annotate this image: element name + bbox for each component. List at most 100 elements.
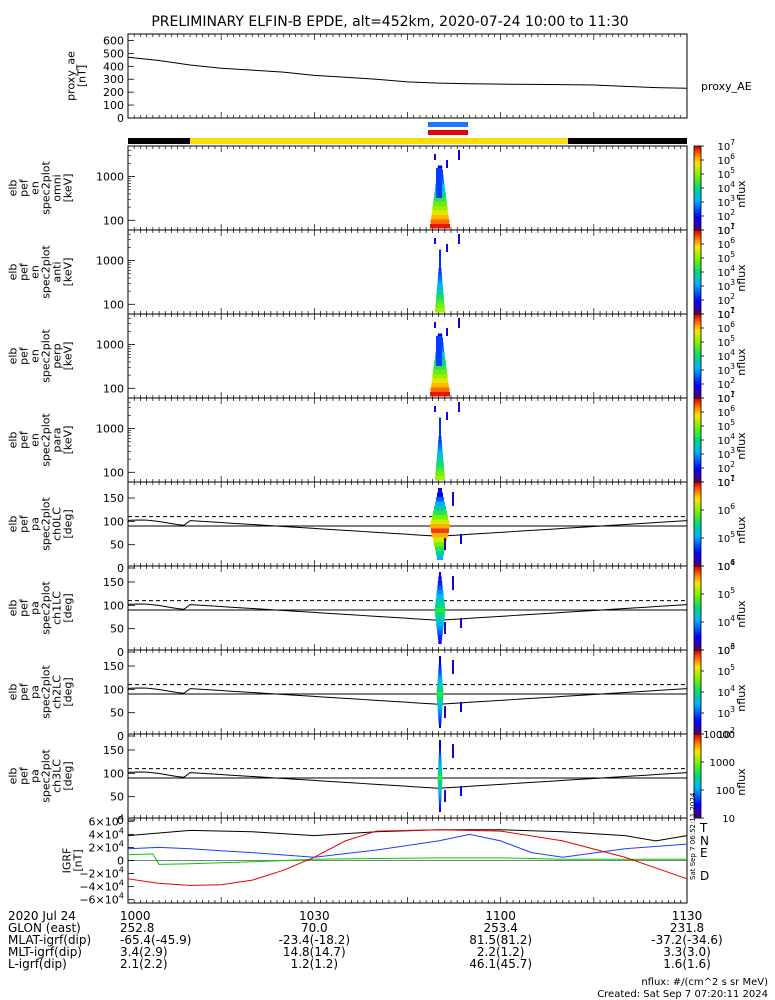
panel-ch3LC-colorbar-color-step [694, 748, 701, 750]
panel-ch0LC-colorbar-color-step [694, 490, 701, 493]
panel-ch0LC-colorbar-color-step [694, 489, 701, 491]
panel-ch1LC-colorbar-color-step [694, 577, 701, 580]
panel-ch0LC-colorbar-color-step [694, 560, 701, 563]
panel-perp-colorbar-color-step [694, 314, 701, 316]
footer-value: 3.3(3.0) [663, 945, 711, 959]
footer-row-label: 2020 Jul 24 [8, 909, 76, 923]
panel-perp-cell [458, 318, 460, 328]
panel-perp-colorbar-color-step [694, 340, 701, 343]
panel-para-cell [437, 444, 443, 449]
panel-ch0LC-colorbar-color-step [694, 501, 701, 504]
panel-ch3LC-cell [437, 771, 443, 776]
panel-anti-cell [437, 285, 443, 290]
panel-ch2LC-colorbar-color-step [694, 721, 701, 724]
panel-para-colorbar-color-step [694, 477, 701, 480]
panel-para-ylabel-line: para [51, 428, 64, 453]
panel-anti-colorbar-color-step [694, 260, 701, 263]
panel-omni-frame [127, 145, 688, 231]
panel-para-colorbar-color-step [694, 406, 701, 409]
panel-para-ytick-label: 1000 [96, 423, 124, 436]
panel-ch1LC-colorbar-color-step [694, 615, 701, 617]
panel-ch2LC-colorbar-color-step [694, 689, 701, 692]
panel-ch1LC-colorbar-color-step [694, 634, 701, 637]
panel-anti-colorbar-color-step [694, 255, 701, 258]
panel-ch2LC-colorbar-color-step [694, 662, 701, 665]
panel-omni-ylabel-line: elb [7, 180, 20, 197]
panel-ch0LC-cell [444, 538, 446, 550]
panel-ch2LC-colorbar-color-step [694, 731, 701, 734]
panel-anti-colorbar-color-step [694, 274, 701, 277]
panel-ch3LC-colorbar-color-step [694, 757, 701, 760]
panel-ch2LC-cell [436, 692, 444, 697]
panel-igrf-ylabel: IGRF[nT] [61, 848, 85, 874]
panel-ch2LC-colorbar-color-step [694, 652, 701, 655]
panel-perp-cell [434, 322, 436, 328]
panel-ch0LC-colorbar-color-step [694, 494, 701, 497]
panel-ch1LC-colorbar-color-step [694, 594, 701, 596]
panel-ch0LC-colorbar-color-step [694, 553, 701, 556]
panel-ch1LC-frame [127, 565, 688, 651]
panel-para-colorbar-color-step [694, 410, 701, 413]
panel-para-colorbar-color-step [694, 480, 701, 483]
panel-ch2LC-cell [438, 660, 442, 665]
panel-ch2LC-colorbar-color-step [694, 683, 701, 686]
panel-para-colorbar-color-step [694, 438, 701, 441]
panel-anti-colorbar-color-step [694, 281, 701, 284]
panel-ch0LC-colorbar-color-step [694, 512, 701, 515]
panel-ch2LC-colorbar-color-step [694, 729, 701, 732]
panel-perp-colorbar-color-step [694, 325, 701, 328]
panel-ch1LC-cell [435, 603, 445, 608]
panel-ch3LC-colorbar-color-step [694, 759, 701, 762]
panel-para-cell [436, 458, 444, 463]
panel-omni-colorbar-color-step [694, 218, 701, 221]
panel-omni-colorbar-color-step [694, 196, 701, 199]
panel-perp-colorbar-color-step [694, 318, 701, 321]
panel-ch2LC-colorbar-color-step [694, 703, 701, 706]
panel-ch1LC-colorbar-color-step [694, 574, 701, 577]
panel-para-colorbar-color-step [694, 463, 701, 466]
panel-ch1LC-cell [436, 626, 444, 631]
panel-ch0LC-ylabel-line: pa [29, 517, 42, 531]
footnote-units: nflux: #/(cm^2 s sr MeV) [641, 977, 768, 988]
panel-omni-cell [432, 206, 448, 211]
panel-anti-cell [435, 303, 445, 308]
panel-ch2LC-colorbar-color-step [694, 661, 701, 664]
panel-anti-colorbar-tick-label: 103 [717, 278, 735, 293]
panel-ch3LC-colorbar-color-step [694, 781, 701, 784]
panel-omni-colorbar-color-step [694, 202, 701, 204]
panel-perp-cell [432, 374, 448, 379]
panel-ch2LC-colorbar-color-step [694, 711, 701, 714]
panel-ch0LC-colorbar-color-step [694, 498, 701, 501]
panel-para-colorbar-color-step [694, 434, 701, 437]
panel-ch0LC-cell [434, 542, 446, 547]
panel-ch2LC-ytick-label: 100 [103, 683, 124, 696]
panel-ch0LC-colorbar-color-step [694, 559, 701, 561]
panel-para-cell [439, 422, 441, 427]
panel-ch3LC-cell [439, 803, 441, 808]
panel-anti-cell [437, 281, 443, 286]
panel-omni-cell [430, 219, 450, 224]
panel-perp-colorbar-color-step [694, 319, 701, 322]
panel-omni-ylabel-line: [keV] [62, 174, 75, 203]
panel-ch0LC-ytick-label: 100 [103, 515, 124, 528]
panel-omni-colorbar-color-step [694, 197, 701, 200]
panel-ch0LC-colorbar-color-step [694, 546, 701, 549]
panel-omni-colorbar-tick-label: 106 [717, 152, 735, 167]
panel-ch2LC-colorbar-color-step [694, 676, 701, 679]
panel-ch2LC-ytick-label: 50 [110, 707, 124, 720]
panel-perp-colorbar-color-step [694, 332, 701, 335]
panel-ch2LC-ylabel-line: elb [7, 684, 20, 701]
panel-ch1LC-colorbar-color-step [694, 608, 701, 610]
panel-ch2LC-ytick-label: 0 [117, 730, 124, 743]
panel-anti-colorbar-color-step [694, 272, 701, 274]
panel-ch1LC-cell [438, 576, 442, 581]
panel-anti-colorbar-color-step [694, 273, 701, 276]
panel-ch2LC-cell [439, 656, 441, 661]
panel-ch0LC-cell [433, 510, 447, 515]
panel-anti-colorbar-color-step [694, 284, 701, 287]
proxy-ae-ytick-label: 0 [117, 112, 124, 125]
panel-ch1LC-colorbar-color-step [694, 620, 701, 623]
panel-omni-colorbar-color-step [694, 181, 701, 183]
panel-ch0LC-cell [436, 551, 444, 556]
